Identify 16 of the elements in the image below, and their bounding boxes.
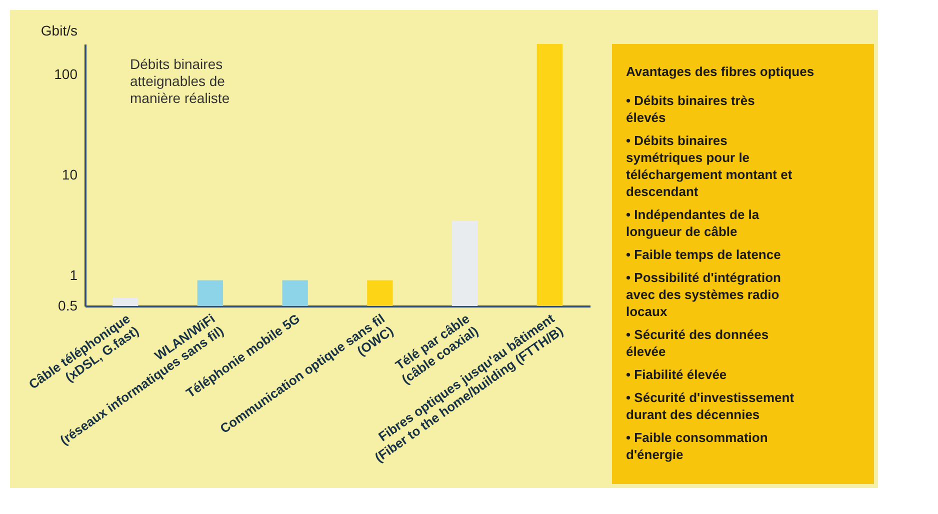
text: • Possibilité d'intégration avec des systèmes radio locaux xyxy=(626,270,782,319)
y-tick-label: 10 xyxy=(62,166,78,182)
text: • Sécurité d'investissement durant des décennies xyxy=(626,390,795,422)
y-axis-title: Gbit/s xyxy=(40,22,78,38)
text: • Débits binaires symétriques pour le téléchargement montant et descendant xyxy=(626,133,793,199)
y-tick-label: 0.5 xyxy=(58,298,78,314)
text: • Sécurité des données élevée xyxy=(626,327,769,359)
annotation: Débits binaires atteignables de manière réaliste xyxy=(130,56,230,106)
text: • Débits binaires très élevés xyxy=(626,93,755,125)
text: • Indépendantes de la longueur de câble xyxy=(626,207,760,239)
text: Avantages des fibres optiques xyxy=(626,64,814,79)
y-tick-label: 100 xyxy=(54,66,78,82)
text: • Fiabilité élevée xyxy=(626,367,727,382)
y-tick-label: 1 xyxy=(70,267,78,284)
text: • Faible consommation d'énergie xyxy=(626,430,768,462)
text: • Faible temps de latence xyxy=(626,247,781,262)
